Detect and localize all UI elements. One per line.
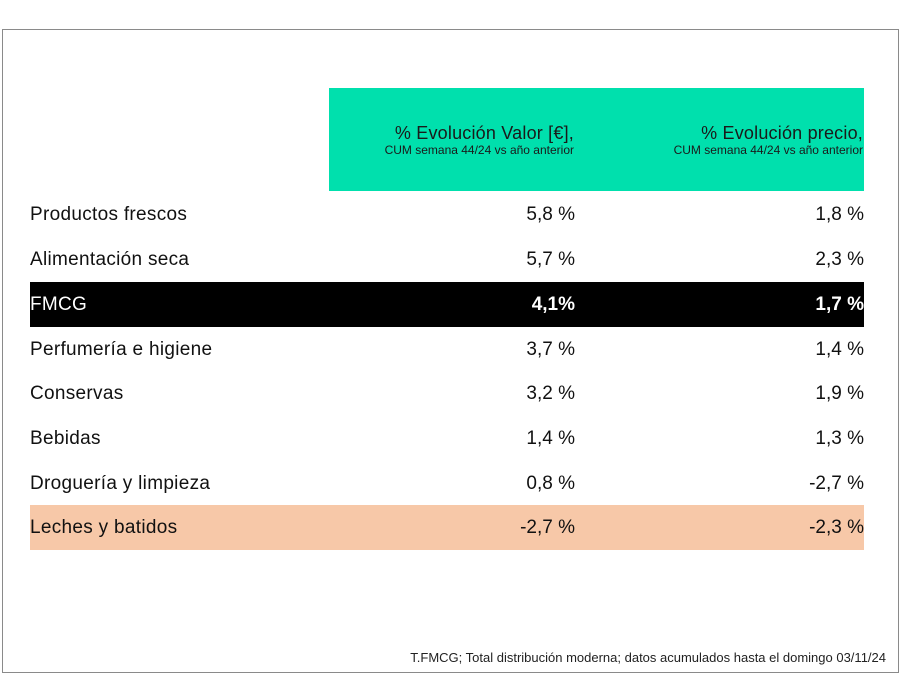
cell-valor: 3,2 % [526, 382, 575, 404]
cell-precio: -2,3 % [809, 516, 864, 538]
cell-precio: 1,4 % [815, 338, 864, 360]
column-header-precio-subtitle: CUM semana 44/24 vs año anterior [673, 143, 863, 157]
cell-valor: 0,8 % [526, 472, 575, 494]
row-label: Conservas [30, 382, 124, 404]
cell-precio: 1,8 % [815, 203, 864, 225]
column-header-valor-subtitle: CUM semana 44/24 vs año anterior [384, 143, 574, 157]
row-label: Perfumería e higiene [30, 338, 213, 360]
row-label: Productos frescos [30, 203, 188, 225]
cell-valor: 5,7 % [526, 248, 575, 270]
table-row: Productos frescos 5,8 % 1,8 % [30, 192, 864, 237]
row-label: FMCG [30, 293, 88, 315]
column-header-valor-title: % Evolución Valor [€], [394, 123, 574, 143]
table-row: Bebidas 1,4 % 1,3 % [30, 416, 864, 461]
table-row: Conservas 3,2 % 1,9 % [30, 371, 864, 416]
table-row: Droguería y limpieza 0,8 % -2,7 % [30, 461, 864, 506]
column-header-precio: % Evolución precio, CUM semana 44/24 vs … [674, 123, 863, 157]
cell-precio: 1,3 % [815, 427, 864, 449]
cell-valor: 4,1% [531, 293, 575, 315]
cell-precio: 2,3 % [815, 248, 864, 270]
cell-valor: 5,8 % [526, 203, 575, 225]
row-label: Alimentación seca [30, 248, 190, 270]
chart-frame [2, 29, 899, 673]
row-label: Leches y batidos [30, 516, 178, 538]
cell-precio: 1,9 % [815, 382, 864, 404]
source-note: T.FMCG; Total distribución moderna; dato… [410, 650, 886, 665]
cell-precio: 1,7 % [815, 293, 864, 315]
table-row: Alimentación seca 5,7 % 2,3 % [30, 237, 864, 282]
cell-valor: 1,4 % [526, 427, 575, 449]
table-row: Perfumería e higiene 3,7 % 1,4 % [30, 327, 864, 372]
header-background [329, 88, 864, 191]
row-label: Bebidas [30, 427, 101, 449]
cell-valor: 3,7 % [526, 338, 575, 360]
row-label: Droguería y limpieza [30, 472, 211, 494]
cell-valor: -2,7 % [520, 516, 575, 538]
column-header-valor: % Evolución Valor [€], CUM semana 44/24 … [385, 123, 574, 157]
cell-precio: -2,7 % [809, 472, 864, 494]
column-header-precio-title: % Evolución precio, [701, 123, 863, 143]
table-row-highlight-fmcg: FMCG 4,1% 1,7 % [30, 282, 864, 327]
table-row-highlight-leches: Leches y batidos -2,7 % -2,3 % [30, 505, 864, 550]
